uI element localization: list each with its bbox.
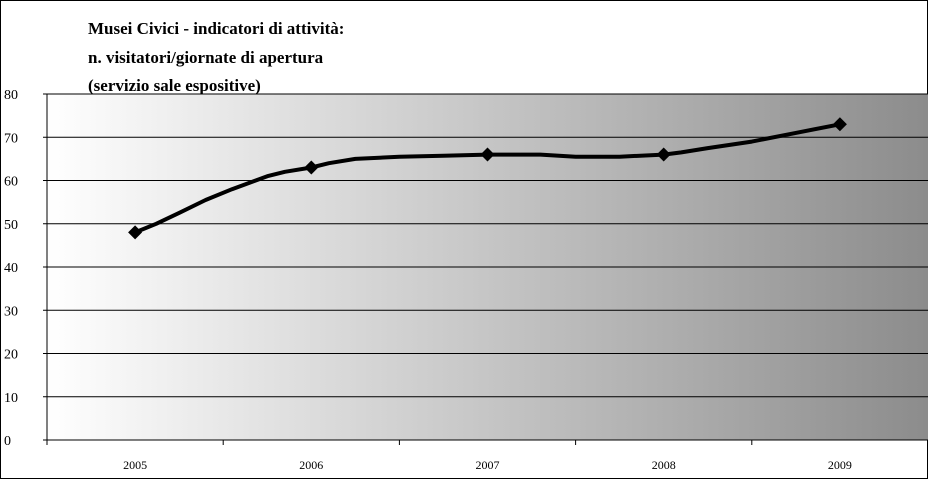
y-axis-ticks: 0 10 20 30 40 50 60 70 80 xyxy=(4,88,47,449)
x-tick-label-2007: 2007 xyxy=(476,458,500,472)
x-tick-label-2008: 2008 xyxy=(652,458,676,472)
chart-title-line-2: n. visitatori/giornate di apertura xyxy=(88,48,324,67)
chart-title-line-3: (servizio sale espositive) xyxy=(88,76,261,95)
y-tick-label-30: 30 xyxy=(4,304,18,319)
x-axis-ticks: 2005 2006 2007 2008 2009 xyxy=(46,440,928,472)
data-point-2006 xyxy=(304,160,319,175)
y-tick-label-20: 20 xyxy=(4,348,18,363)
data-point-2008 xyxy=(656,147,671,162)
series-line xyxy=(133,122,842,235)
data-point-2009 xyxy=(832,117,847,132)
x-tick-label-2006: 2006 xyxy=(299,458,323,472)
y-tick-label-10: 10 xyxy=(4,391,18,406)
y-tick-label-40: 40 xyxy=(4,261,18,276)
series-markers xyxy=(128,117,847,240)
y-tick-label-70: 70 xyxy=(4,131,18,146)
x-tick-label-2009: 2009 xyxy=(828,458,852,472)
chart-title: Musei Civici - indicatori di attività: n… xyxy=(88,19,344,95)
y-tick-label-80: 80 xyxy=(4,88,18,103)
y-tick-label-0: 0 xyxy=(4,434,11,449)
data-point-2007 xyxy=(480,147,495,162)
data-point-2005 xyxy=(128,225,143,240)
y-tick-label-50: 50 xyxy=(4,218,18,233)
y-tick-label-60: 60 xyxy=(4,175,18,190)
x-tick-label-2005: 2005 xyxy=(123,458,147,472)
chart-title-line-1: Musei Civici - indicatori di attività: xyxy=(88,19,344,38)
